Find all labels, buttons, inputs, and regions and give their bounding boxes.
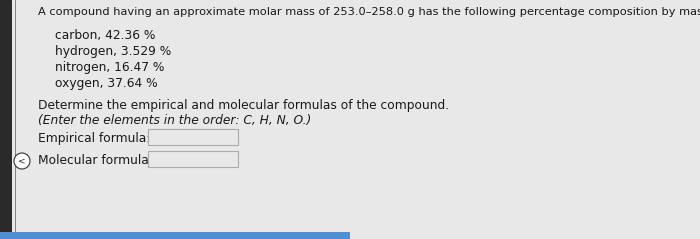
Bar — [0, 0, 12, 239]
Bar — [0, 232, 350, 239]
Circle shape — [14, 153, 30, 169]
Text: Empirical formula:: Empirical formula: — [38, 132, 150, 145]
Text: Determine the empirical and molecular formulas of the compound.: Determine the empirical and molecular fo… — [38, 99, 449, 112]
Bar — [148, 129, 238, 145]
Text: carbon, 42.36 %: carbon, 42.36 % — [55, 29, 155, 42]
Bar — [148, 151, 238, 167]
Text: Molecular formula:: Molecular formula: — [38, 154, 153, 167]
Text: nitrogen, 16.47 %: nitrogen, 16.47 % — [55, 61, 164, 74]
Text: <: < — [18, 157, 26, 165]
Text: (Enter the elements in the order: C, H, N, O.): (Enter the elements in the order: C, H, … — [38, 114, 312, 127]
Text: A compound having an approximate molar mass of 253.0–258.0 g has the following p: A compound having an approximate molar m… — [38, 7, 700, 17]
Text: oxygen, 37.64 %: oxygen, 37.64 % — [55, 77, 158, 90]
Text: hydrogen, 3.529 %: hydrogen, 3.529 % — [55, 45, 172, 58]
